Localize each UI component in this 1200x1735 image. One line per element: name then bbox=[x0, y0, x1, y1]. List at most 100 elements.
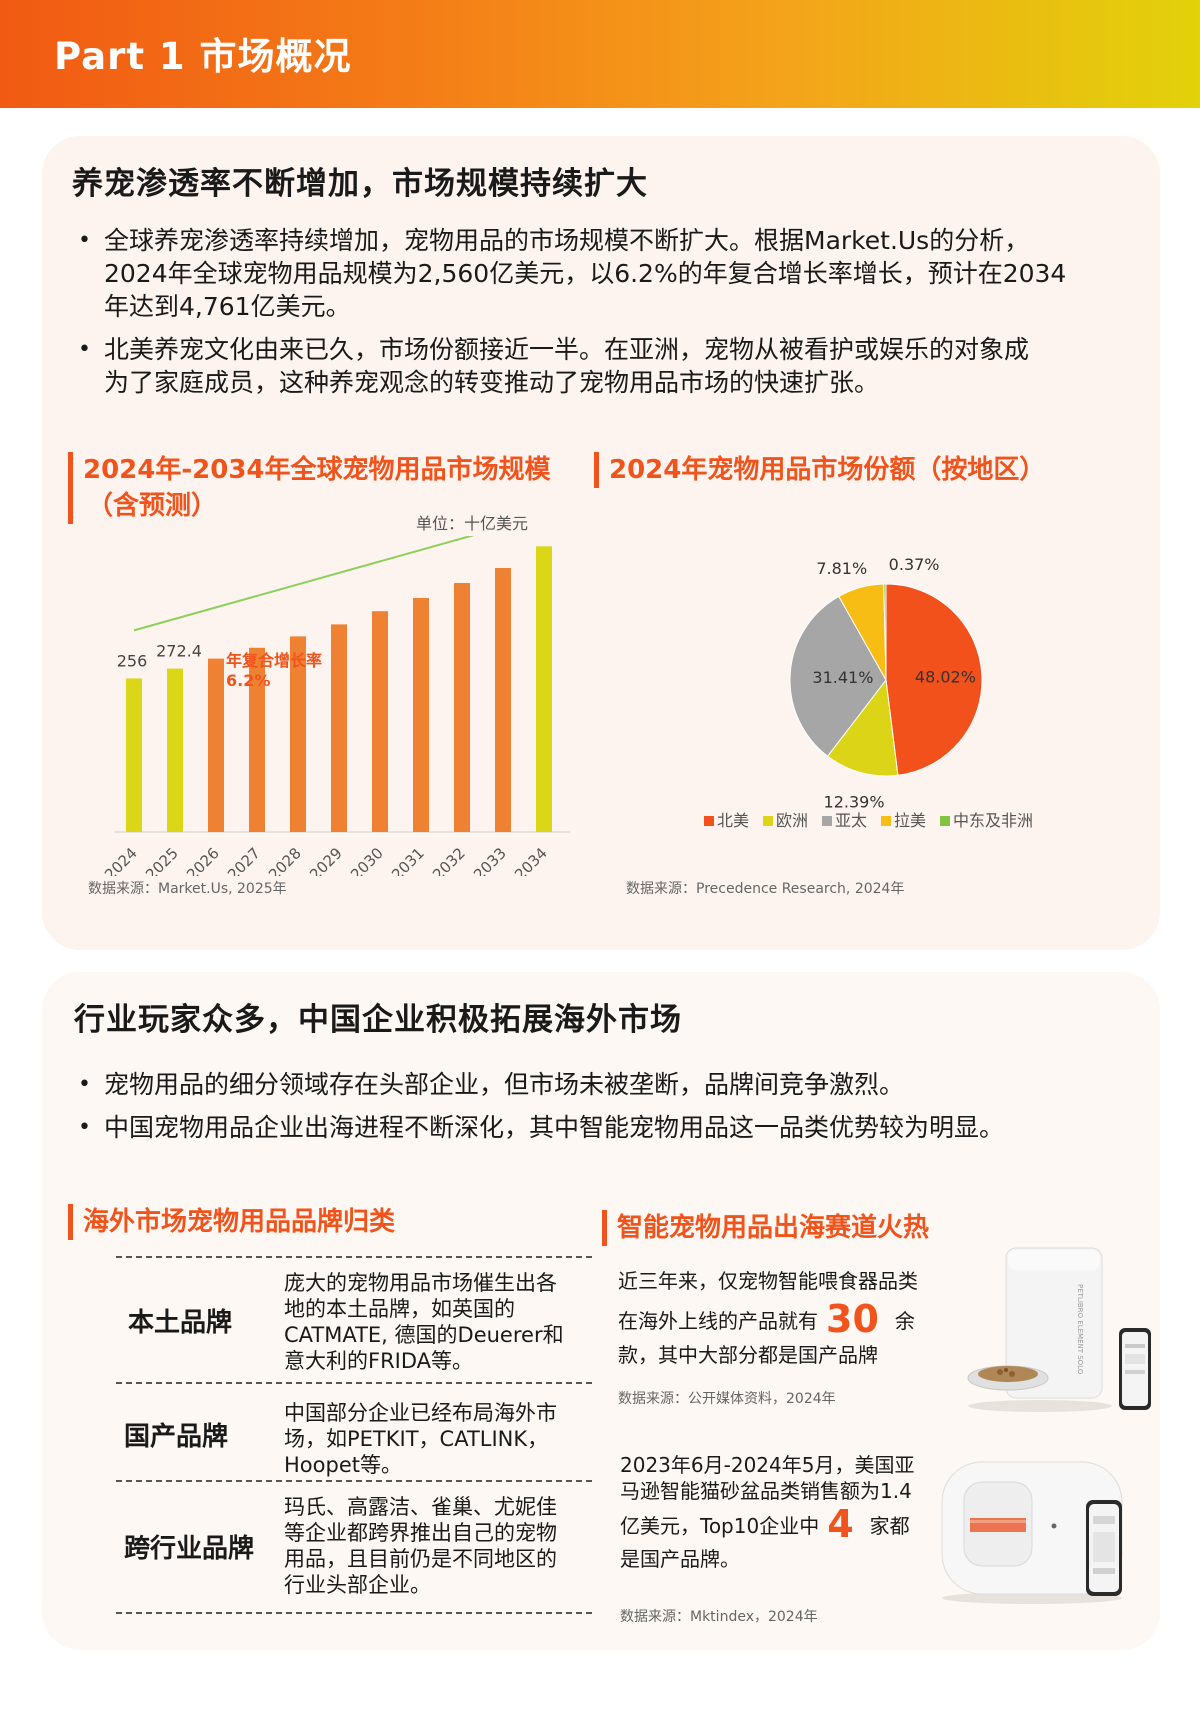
bar-tick-label: 2026 bbox=[183, 844, 223, 876]
bar-tick-label: 2030 bbox=[347, 844, 387, 876]
bar-tick-label: 2034 bbox=[511, 844, 551, 876]
smart-litter-line3: 亿美元，Top10企业中 4 家都 bbox=[620, 1504, 920, 1546]
bar-2031 bbox=[413, 598, 429, 832]
smart-feeder-line2: 在海外上线的产品就有 30 余 bbox=[618, 1300, 918, 1340]
pie-data-label: 31.41% bbox=[812, 668, 873, 687]
bar-chart-title-line1: 2024年-2034年全球宠物用品市场规模 bbox=[83, 455, 551, 485]
smart-litter-line1: 2023年6月-2024年5月，美国亚 bbox=[620, 1453, 915, 1477]
brand-desc-line: 地的本土品牌，如英国的 bbox=[284, 1297, 515, 1321]
brand-desc-line: 用品，且目前仍是不同地区的 bbox=[284, 1547, 557, 1571]
brand-desc-line: 庞大的宠物用品市场催生出各 bbox=[284, 1271, 557, 1295]
bullet-dot: • bbox=[78, 337, 91, 362]
bar-2028 bbox=[290, 636, 306, 832]
legend-label: 欧洲 bbox=[776, 811, 808, 830]
brand-desc-line: CATMATE, 德国的Deuerer和 bbox=[284, 1323, 564, 1347]
bullet-line: 中国宠物用品企业出海进程不断深化，其中智能宠物用品这一品类优势较为明显。 bbox=[104, 1113, 1005, 1142]
legend-swatch-亚太 bbox=[822, 816, 832, 826]
bullet-line: 全球养宠渗透率持续增加，宠物用品的市场规模不断扩大。根据Market.Us的分析… bbox=[104, 226, 1030, 255]
bar-2034 bbox=[536, 546, 552, 832]
pie-data-label: 48.02% bbox=[915, 667, 976, 686]
bar-chart-title: 2024年-2034年全球宠物用品市场规模 （含预测） bbox=[68, 452, 551, 524]
smart-feeder-line1: 近三年来，仅宠物智能喂食器品类 bbox=[618, 1269, 918, 1293]
market-overview-card: 养宠渗透率不断增加，市场规模持续扩大 • 全球养宠渗透率持续增加，宠物用品的市场规… bbox=[42, 136, 1160, 950]
brand-desc-local: 庞大的宠物用品市场催生出各 地的本土品牌，如英国的 CATMATE, 德国的Deue… bbox=[284, 1270, 584, 1374]
bar-2030 bbox=[372, 611, 388, 832]
smart-litter-line2: 马逊智能猫砂盆品类销售额为1.4 bbox=[620, 1479, 912, 1503]
legend-swatch-北美 bbox=[704, 816, 714, 826]
pie-slice-欧洲 bbox=[826, 678, 899, 777]
bullet-dot: • bbox=[78, 1115, 91, 1140]
section2-bullet-1: • 中国宠物用品企业出海进程不断深化，其中智能宠物用品这一品类优势较为明显。 bbox=[72, 1111, 1132, 1144]
bar-2027 bbox=[249, 647, 265, 832]
bar-2024 bbox=[126, 678, 142, 832]
section1-bullets: • 全球养宠渗透率持续增加，宠物用品的市场规模不断扩大。根据Market.Us的分… bbox=[72, 224, 1132, 409]
bar-chart-source: 数据来源：Market.Us, 2025年 bbox=[88, 881, 287, 897]
brand-name-domestic: 国产品牌 bbox=[124, 1422, 229, 1452]
bar-tick-label: 2025 bbox=[142, 844, 182, 876]
legend-label: 拉美 bbox=[894, 811, 926, 830]
pie-slice-亚太 bbox=[789, 595, 887, 757]
bar-data-label: 272.4 bbox=[156, 642, 202, 661]
bullet-line: 宠物用品的细分领域存在头部企业，但市场未被垄断，品牌间竞争激烈。 bbox=[104, 1070, 905, 1099]
bar-tick-label: 2032 bbox=[429, 844, 469, 876]
pie-chart-source: 数据来源：Precedence Research, 2024年 bbox=[626, 881, 905, 897]
section2-bullets: • 宠物用品的细分领域存在头部企业，但市场未被垄断，品牌间竞争激烈。 • 中国宠物用品… bbox=[72, 1068, 1132, 1154]
brands-title: 海外市场宠物用品品牌归类 bbox=[68, 1204, 395, 1240]
legend-label: 中东及非洲 bbox=[953, 811, 1033, 830]
cagr-arrow-line bbox=[133, 536, 475, 632]
bar-chart-unit: 单位：十亿美元 bbox=[416, 514, 529, 533]
bar-tick-label: 2033 bbox=[470, 844, 510, 876]
bar-2026 bbox=[208, 658, 224, 832]
industry-players-card: 行业玩家众多，中国企业积极拓展海外市场 • 宠物用品的细分领域存在头部企业，但市场… bbox=[42, 972, 1160, 1650]
pie-data-label: 7.81% bbox=[816, 559, 867, 578]
smart-feeder-line3: 款，其中大部分都是国产品牌 bbox=[618, 1343, 878, 1367]
section2-bullet-0: • 宠物用品的细分领域存在头部企业，但市场未被垄断，品牌间竞争激烈。 bbox=[72, 1068, 1132, 1101]
bar-tick-label: 2029 bbox=[306, 844, 346, 876]
brands-divider bbox=[116, 1480, 592, 1482]
smart-feeder-source: 数据来源：公开媒体资料，2024年 bbox=[618, 1391, 836, 1407]
smart-feeder-image: PETLIBRO ELEMENT SOLO bbox=[967, 1247, 1151, 1412]
bullet-line: 为了家庭成员，这种养宠观念的转变推动了宠物用品市场的快速扩张。 bbox=[104, 368, 880, 397]
smart-litter-box-image bbox=[941, 1461, 1123, 1604]
brand-desc-line: Hoopet等。 bbox=[284, 1453, 402, 1477]
bullet-line: 北美养宠文化由来已久，市场份额接近一半。在亚洲，宠物从被看护或娱乐的对象成 bbox=[104, 335, 1030, 364]
smart-litter-line3-text: 亿美元，Top10企业中 bbox=[620, 1514, 820, 1538]
smart-litter-source: 数据来源：Mktindex，2024年 bbox=[620, 1609, 818, 1625]
brand-desc-line: 玛氏、高露洁、雀巢、尤妮佳 bbox=[284, 1495, 557, 1519]
brands-divider bbox=[116, 1256, 592, 1258]
section1-bullet-1: • 北美养宠文化由来已久，市场份额接近一半。在亚洲，宠物从被看护或娱乐的对象成 为了… bbox=[72, 333, 1132, 399]
bar-tick-label: 2031 bbox=[388, 844, 428, 876]
brands-divider bbox=[116, 1382, 592, 1384]
pie-chart: 48.02% 12.39% 31.41% 7.81% 0.37% 北美 欧洲 亚太 拉美 中东及非… bbox=[704, 555, 1033, 830]
smart-feeder-line2-text: 在海外上线的产品就有 bbox=[618, 1309, 818, 1333]
bar-2033 bbox=[495, 568, 511, 832]
legend-swatch-中东及非洲 bbox=[940, 816, 950, 826]
brand-desc-line: 意大利的FRIDA等。 bbox=[284, 1349, 474, 1373]
brand-name-crossover: 跨行业品牌 bbox=[124, 1534, 255, 1564]
brand-desc-line: 行业头部企业。 bbox=[284, 1573, 431, 1597]
bar-tick-label: 2028 bbox=[265, 844, 305, 876]
legend-swatch-拉美 bbox=[881, 816, 891, 826]
bar-data-label: 256 bbox=[117, 651, 148, 670]
brand-desc-line: 中国部分企业已经布局海外市 bbox=[284, 1401, 557, 1425]
bullet-dot: • bbox=[78, 1072, 91, 1097]
brand-desc-crossover: 玛氏、高露洁、雀巢、尤妮佳 等企业都跨界推出自己的宠物 用品，且目前仍是不同地区的行… bbox=[284, 1494, 584, 1598]
bullet-line: 2024年全球宠物用品规模为2,560亿美元，以6.2%的年复合增长率增长，预计… bbox=[104, 259, 1067, 288]
smart-feeder-line2-post: 余 bbox=[894, 1309, 915, 1333]
pie-data-label: 12.39% bbox=[824, 793, 885, 812]
cagr-value: 6.2% bbox=[226, 671, 270, 690]
bar-tick-label: 2024 bbox=[101, 844, 141, 876]
pie-slice-北美 bbox=[885, 583, 983, 776]
bar-2025 bbox=[167, 668, 183, 832]
legend-swatch-欧洲 bbox=[763, 816, 773, 826]
bar-chart-title-line2: （含预测） bbox=[87, 491, 218, 521]
bar-data-label: 476.1 bbox=[525, 536, 570, 538]
bar-2032 bbox=[454, 583, 470, 832]
feeder-count: 30 bbox=[826, 1297, 879, 1341]
brand-desc-line: 场，如PETKIT，CATLINK， bbox=[284, 1427, 549, 1451]
bar-tick-label: 2027 bbox=[224, 844, 264, 876]
smart-block-litter: 2023年6月-2024年5月，美国亚 马逊智能猫砂盆品类销售额为1.4 亿美元… bbox=[620, 1452, 920, 1572]
smart-litter-line3-post: 家都 bbox=[869, 1514, 910, 1538]
cagr-label: 年复合增长率 bbox=[226, 651, 322, 670]
page-header: Part 1 市场概况 bbox=[0, 0, 1200, 108]
